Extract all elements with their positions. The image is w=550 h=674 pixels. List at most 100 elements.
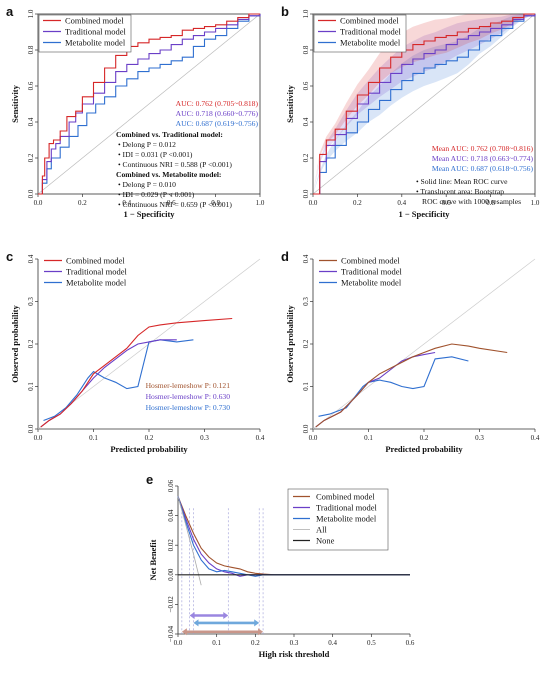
legend-label: Traditional model bbox=[66, 267, 127, 277]
legend-label: Combined model bbox=[341, 256, 400, 266]
panel-label-e: e bbox=[146, 472, 154, 487]
comparison-item: • Delong P = 0.012 bbox=[118, 140, 176, 149]
x-tick-label: 0.0 bbox=[34, 199, 43, 207]
auc-label: AUC: 0.718 (0.660~0.776) bbox=[176, 109, 259, 118]
y-tick-label: −0.02 bbox=[167, 596, 175, 613]
plot-frame bbox=[37, 13, 261, 195]
x-axis-title: 1 − Specificity bbox=[123, 209, 175, 219]
roc-chart-a: 0.0 0.2 0.4 0.6 0.8 1.0 0.0 0.2 0.4 0.6 0.8 1.0 1 − … bbox=[10, 9, 265, 219]
panel-label-d: d bbox=[281, 249, 289, 264]
x-tick-label: 0.0 bbox=[174, 639, 183, 647]
hosmer-lemeshow-label: Hosmer-lemeshow P: 0.630 bbox=[146, 392, 231, 401]
y-axis-title: Net Benefit bbox=[148, 539, 158, 580]
arrow-head-right bbox=[254, 619, 260, 627]
all-strategy-line bbox=[177, 496, 202, 586]
roc-chart-b: 0.0 0.2 0.4 0.6 0.8 1.0 0.0 0.2 0.4 0.6 0.8 1.0 1 − … bbox=[285, 9, 540, 219]
y-tick-label: 0.0 bbox=[302, 189, 310, 198]
panel-label-a: a bbox=[6, 4, 14, 19]
y-tick-label: 1.0 bbox=[302, 9, 310, 18]
mean-roc-curve-traditional bbox=[313, 14, 536, 195]
calibration-curve-combined bbox=[40, 317, 233, 428]
x-tick-label: 0.5 bbox=[367, 639, 376, 647]
x-tick-label: 0.4 bbox=[328, 639, 337, 647]
x-tick-label: 0.2 bbox=[353, 199, 362, 207]
y-tick-label: 0.04 bbox=[167, 509, 175, 522]
legend-box bbox=[287, 488, 389, 551]
mean-auc-label: Mean AUC: 0.718 (0.663~0.774) bbox=[432, 154, 534, 163]
y-tick-label: 0.02 bbox=[167, 539, 175, 552]
y-tick-label: 0.1 bbox=[302, 382, 310, 391]
roc-curve-traditional bbox=[38, 14, 261, 195]
x-tick-label: 0.3 bbox=[290, 639, 299, 647]
y-tick-label: 0.2 bbox=[302, 153, 310, 162]
hosmer-lemeshow-label: Hosmer-lemeshow P: 0.121 bbox=[146, 381, 231, 390]
legend-label: Combined model bbox=[65, 16, 124, 26]
legend-label: All bbox=[316, 525, 328, 535]
x-tick-label: 0.1 bbox=[212, 639, 221, 647]
y-tick-label: 0.2 bbox=[27, 339, 35, 348]
ideal-line bbox=[312, 258, 536, 430]
y-tick-label: 0.0 bbox=[27, 189, 35, 198]
y-axis-title: Sensitivity bbox=[285, 84, 295, 123]
roc-curve-metabolite bbox=[38, 14, 261, 195]
y-tick-label: −0.04 bbox=[167, 625, 175, 642]
legend-label: Combined model bbox=[316, 492, 375, 502]
note-text: • Solid line: Mean ROC curve bbox=[416, 177, 508, 186]
x-tick-label: 0.2 bbox=[78, 199, 87, 207]
x-tick-label: 0.2 bbox=[420, 434, 429, 442]
x-axis-title: High risk threshold bbox=[259, 649, 330, 659]
x-axis-title: Predicted probability bbox=[110, 444, 188, 454]
legend-label: Traditional model bbox=[316, 503, 377, 513]
x-tick-label: 0.1 bbox=[89, 434, 98, 442]
x-tick-label: 0.6 bbox=[167, 199, 176, 207]
arrow-head-left bbox=[181, 628, 187, 636]
y-tick-label: 0.2 bbox=[27, 153, 35, 162]
hosmer-lemeshow-label: Hosmer-lemeshow P: 0.730 bbox=[146, 403, 231, 412]
comparison-item: • IDI = 0.029 (P < 0.001) bbox=[118, 190, 195, 199]
legend-label: Combined model bbox=[66, 256, 125, 266]
legend-label: Metabolite model bbox=[66, 278, 127, 288]
panel-d: d 0.0 0.1 0.2 0.3 0.4 0.0 0.1 0.2 0.3 0.4 Predicte… bbox=[275, 245, 550, 460]
x-tick-label: 0.0 bbox=[309, 434, 318, 442]
calibration-chart-d: 0.0 0.1 0.2 0.3 0.4 0.0 0.1 0.2 0.3 0.4 Predicted … bbox=[285, 254, 540, 454]
arrow-head-left bbox=[193, 619, 199, 627]
panel-a: a 0.0 0.2 0.4 0.6 0.8 1.0 0.0 0.2 0.4 0.6 0.8 1.0 1 … bbox=[0, 0, 275, 225]
y-tick-label: 0.2 bbox=[302, 339, 310, 348]
comparison-title: Combined vs. Traditional model: bbox=[116, 130, 223, 139]
legend-label: Metabolite model bbox=[341, 278, 402, 288]
reference-diagonal bbox=[37, 13, 261, 195]
reference-diagonal bbox=[312, 13, 536, 195]
y-tick-label: 0.1 bbox=[27, 382, 35, 391]
x-tick-label: 0.0 bbox=[34, 434, 43, 442]
y-tick-label: 0.4 bbox=[27, 117, 35, 126]
y-tick-label: 0.00 bbox=[167, 568, 175, 581]
panel-label-c: c bbox=[6, 249, 14, 264]
x-tick-label: 0.3 bbox=[200, 434, 209, 442]
mean-auc-label: Mean AUC: 0.762 (0.708~0.816) bbox=[432, 144, 534, 153]
arrow-head-left bbox=[189, 612, 195, 619]
x-tick-label: 0.8 bbox=[486, 199, 495, 207]
panel-b: b 0.0 0.2 0.4 0.6 0.8 1.0 0.0 0.2 0.4 0.6 0.8 1.0 1 … bbox=[275, 0, 550, 225]
x-tick-label: 0.8 bbox=[211, 199, 220, 207]
auc-label: AUC: 0.762 (0.705~0.818) bbox=[176, 99, 259, 108]
y-tick-label: 0.4 bbox=[27, 254, 35, 263]
comparison-item: • IDI = 0.031 (P <0.001) bbox=[118, 150, 193, 159]
calibration-curve-metabolite bbox=[318, 356, 469, 417]
x-tick-label: 0.4 bbox=[531, 434, 540, 442]
x-tick-label: 1.0 bbox=[256, 199, 265, 207]
y-tick-label: 0.3 bbox=[27, 297, 35, 306]
x-tick-label: 0.3 bbox=[475, 434, 484, 442]
panel-label-b: b bbox=[281, 4, 289, 19]
y-tick-label: 0.06 bbox=[167, 479, 175, 492]
legend-label: Traditional model bbox=[340, 27, 401, 37]
x-tick-label: 0.0 bbox=[309, 199, 318, 207]
comparison-title: Combined vs. Metabolite model: bbox=[116, 170, 221, 179]
y-tick-label: 0.4 bbox=[302, 254, 310, 263]
comparison-item: • Continuous NRI = 0.588 (P <0.001) bbox=[118, 160, 232, 169]
x-tick-label: 0.1 bbox=[364, 434, 373, 442]
legend-label: Traditional model bbox=[341, 267, 402, 277]
legend-label: Metabolite model bbox=[65, 38, 126, 48]
legend-label: None bbox=[316, 536, 335, 546]
legend-label: Traditional model bbox=[65, 27, 126, 37]
y-tick-label: 0.0 bbox=[302, 424, 310, 433]
